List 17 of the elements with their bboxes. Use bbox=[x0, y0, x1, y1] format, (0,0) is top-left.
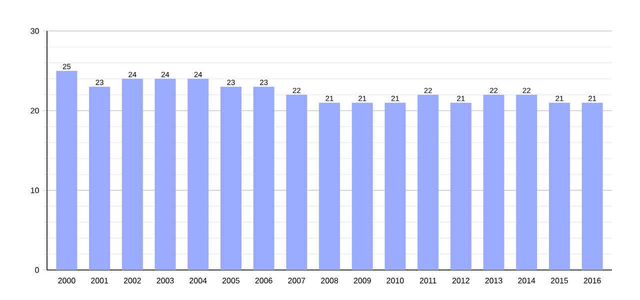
bar bbox=[122, 78, 143, 270]
bar bbox=[89, 86, 110, 270]
bar bbox=[352, 102, 373, 270]
bar bbox=[516, 94, 538, 270]
bar bbox=[56, 70, 78, 270]
bar bbox=[418, 94, 439, 270]
bar bbox=[286, 94, 308, 270]
bar bbox=[548, 102, 570, 270]
bar bbox=[154, 78, 176, 270]
bar bbox=[483, 94, 504, 270]
bar bbox=[450, 102, 472, 270]
bar bbox=[582, 102, 603, 270]
bar bbox=[319, 102, 340, 270]
bar bbox=[188, 78, 209, 270]
bar bbox=[253, 86, 274, 270]
bar bbox=[384, 102, 406, 270]
bar bbox=[220, 86, 242, 270]
